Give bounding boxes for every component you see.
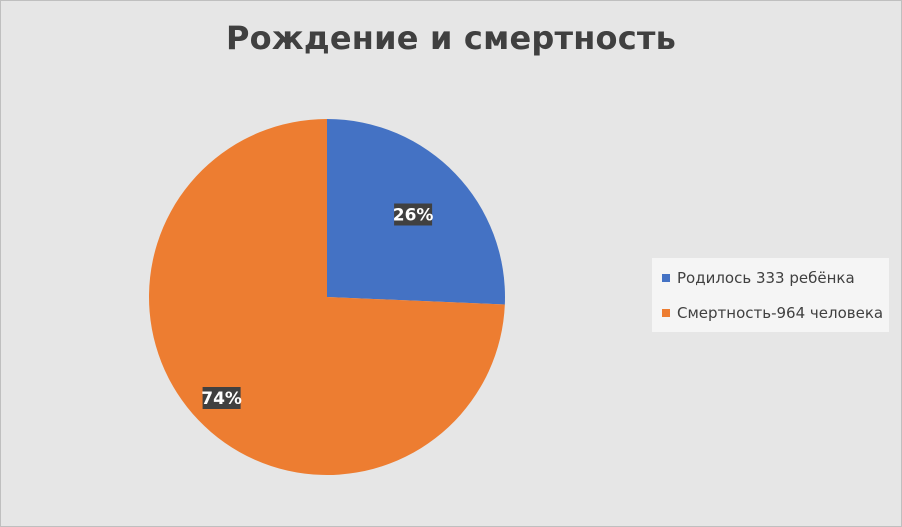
pie-slice-deaths xyxy=(148,119,505,475)
legend-label-births: Родилось 333 ребёнка xyxy=(677,269,855,287)
data-label-bg-deaths xyxy=(202,387,241,409)
data-label-text-births: 26% xyxy=(393,206,434,226)
legend: Родилось 333 ребёнка Смертность-964 чело… xyxy=(652,258,889,332)
legend-item-deaths: Смертность-964 человека xyxy=(662,303,883,323)
pie-slices xyxy=(148,119,505,475)
data-label-text-deaths: 74% xyxy=(201,389,242,409)
data-label-deaths: 74% xyxy=(201,387,242,409)
legend-label-deaths: Смертность-964 человека xyxy=(677,304,884,322)
legend-swatch-births xyxy=(662,274,670,282)
data-label-births: 26% xyxy=(393,203,434,226)
data-label-bg-births xyxy=(394,203,433,226)
chart-title: Рождение и смертность xyxy=(225,19,677,57)
legend-swatch-deaths xyxy=(662,309,670,317)
pie-data-labels: 26% 74% xyxy=(201,203,434,409)
legend-item-births: Родилось 333 ребёнка xyxy=(662,268,855,288)
